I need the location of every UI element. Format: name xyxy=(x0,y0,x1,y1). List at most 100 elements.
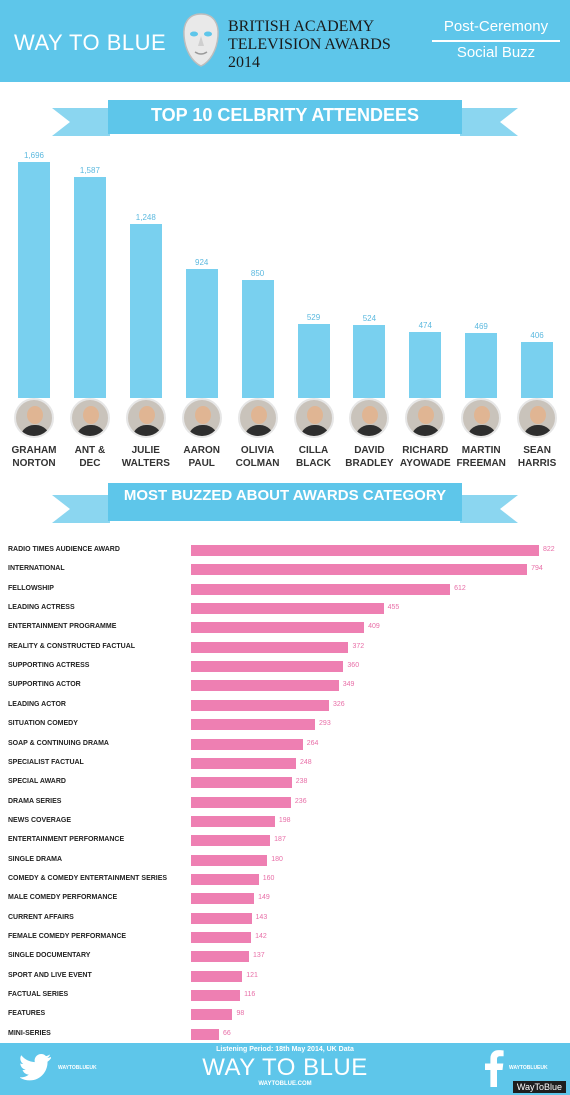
attendee-name-line: MARTIN xyxy=(461,445,501,456)
category-label: SUPPORTING ACTRESS xyxy=(8,662,90,670)
attendee-avatar xyxy=(517,398,558,438)
category-value-label: 180 xyxy=(271,855,283,863)
attendee-name: SEAN HARRIS xyxy=(508,444,566,470)
attendee-name-line: SEAN xyxy=(523,445,551,456)
attendees-chart-title: TOP 10 CELBRITY ATTENDEES xyxy=(150,105,420,125)
attendee-name: MARTIN FREEMAN xyxy=(452,444,510,470)
footer-url[interactable]: WAYTOBLUE.COM xyxy=(258,1081,312,1087)
category-label: ENTERTAINMENT PERFORMANCE xyxy=(8,836,125,844)
attendee-name-line: WALTERS xyxy=(121,458,170,469)
category-value-label: 121 xyxy=(246,971,258,979)
category-label: FELLOWSHIP xyxy=(8,584,54,592)
category-bar xyxy=(191,854,268,866)
category-value-label: 293 xyxy=(319,720,331,728)
social-buzz-label: Social Buzz xyxy=(456,44,536,61)
facebook-handle: WAYTOBLUEUK xyxy=(509,1065,548,1071)
attendee-name: AARON PAUL xyxy=(173,444,231,470)
category-value-label: 116 xyxy=(244,991,256,999)
category-bar xyxy=(191,603,384,615)
category-bar xyxy=(191,680,339,692)
footer: Listening Period: 18th May 2014, UK Data… xyxy=(0,1043,570,1095)
attendee-avatar xyxy=(125,398,166,438)
attendee-value-label: 524 xyxy=(362,314,377,324)
category-bar xyxy=(191,932,252,943)
category-bar xyxy=(191,970,243,982)
attendee-name: DAVID BRADLEY xyxy=(340,444,398,470)
attendee-name: JULIE WALTERS xyxy=(117,444,175,470)
twitter-handle: WAYTOBLUEUK xyxy=(58,1065,97,1071)
attendee-avatar xyxy=(349,398,390,438)
attendee-value-label: 1,248 xyxy=(135,213,156,223)
category-label: REALITY & CONSTRUCTED FACTUAL xyxy=(8,642,136,650)
attendee-name-line: AARON xyxy=(183,445,221,456)
attendee-name: RICHARD AYOWADE xyxy=(396,444,454,470)
category-value-label: 349 xyxy=(342,681,355,689)
attendee-name-line: OLIVIA xyxy=(240,445,275,456)
attendee-name-line: ANT & xyxy=(74,445,106,456)
attendee-name-line: AYOWADE xyxy=(399,458,451,469)
attendee-name-line: BLACK xyxy=(296,458,331,469)
category-label: FEMALE COMEDY PERFORMANCE xyxy=(8,933,127,940)
attendee-name-line: DAVID xyxy=(354,445,385,456)
category-bar xyxy=(191,796,291,808)
category-label: SUPPORTING ACTOR xyxy=(8,681,81,689)
category-label: DRAMA SERIES xyxy=(8,797,62,805)
header: WAY TO BLUE BRITISH ACADEMY TELEVISION A… xyxy=(0,0,570,82)
category-value-label: 264 xyxy=(306,739,319,747)
category-label: SPORT AND LIVE EVENT xyxy=(8,971,92,979)
categories-chart-title: MOST BUZZED ABOUT AWARDS CATEGORY xyxy=(123,487,447,504)
category-label: LEADING ACTOR xyxy=(8,700,66,708)
category-value-label: 326 xyxy=(333,700,345,708)
category-bar xyxy=(191,912,252,924)
category-label: NEWS COVERAGE xyxy=(8,816,72,824)
attendee-bar xyxy=(353,325,386,398)
attendee-name-line: HARRIS xyxy=(517,458,557,469)
attendee-avatar xyxy=(181,398,222,438)
attendee-bar xyxy=(241,279,274,398)
attendee-avatar xyxy=(69,398,110,438)
category-label: FEATURES xyxy=(8,1010,46,1018)
image-credit: WayToBlue xyxy=(512,1081,566,1093)
attendee-avatar xyxy=(461,398,502,438)
category-value-label: 822 xyxy=(543,546,555,553)
attendee-bar xyxy=(465,332,498,398)
category-bar xyxy=(191,835,271,847)
category-label: COMEDY & COMEDY ENTERTAINMENT SERIES xyxy=(8,874,168,882)
attendee-value-label: 1,696 xyxy=(23,151,45,160)
category-value-label: 187 xyxy=(274,836,286,844)
category-value-label: 160 xyxy=(262,874,275,882)
category-value-label: 455 xyxy=(387,604,400,612)
attendee-name: OLIVIA COLMAN xyxy=(229,444,287,470)
category-bar xyxy=(191,719,316,731)
attendee-bar xyxy=(18,162,50,398)
attendee-avatar xyxy=(405,398,446,438)
facebook-icon[interactable] xyxy=(484,1049,504,1087)
category-bar xyxy=(191,641,349,653)
event-title-year: 2014 xyxy=(228,54,260,71)
category-bar xyxy=(191,661,344,673)
attendee-value-label: 406 xyxy=(530,330,544,340)
attendee-value-label: 474 xyxy=(418,321,432,331)
category-bar xyxy=(191,1009,233,1021)
attendee-name-line: GRAHAM xyxy=(11,445,57,456)
attendee-name-line: JULIE xyxy=(131,445,160,456)
attendee-name-line: NORTON xyxy=(12,458,56,469)
category-value-label: 372 xyxy=(352,642,365,650)
attendee-value-label: 924 xyxy=(195,258,209,268)
listening-period: Listening Period: 18th May 2014, UK Data xyxy=(216,1046,354,1053)
category-bar xyxy=(191,815,275,827)
attendee-avatar xyxy=(293,398,334,438)
attendees-banner xyxy=(52,100,518,136)
category-value-label: 66 xyxy=(222,1029,231,1037)
attendee-value-label: 469 xyxy=(474,321,488,331)
attendee-name-line: COLMAN xyxy=(235,458,280,469)
category-bar xyxy=(191,990,241,1002)
category-label: FACTUAL SERIES xyxy=(8,991,69,999)
category-value-label: 236 xyxy=(294,797,307,805)
header-divider xyxy=(432,40,560,42)
twitter-icon[interactable] xyxy=(20,1053,52,1081)
bafta-mask-icon xyxy=(183,13,219,67)
category-bar xyxy=(191,699,329,711)
attendee-name: ANT & DEC xyxy=(61,444,119,470)
attendee-avatar xyxy=(14,398,54,438)
